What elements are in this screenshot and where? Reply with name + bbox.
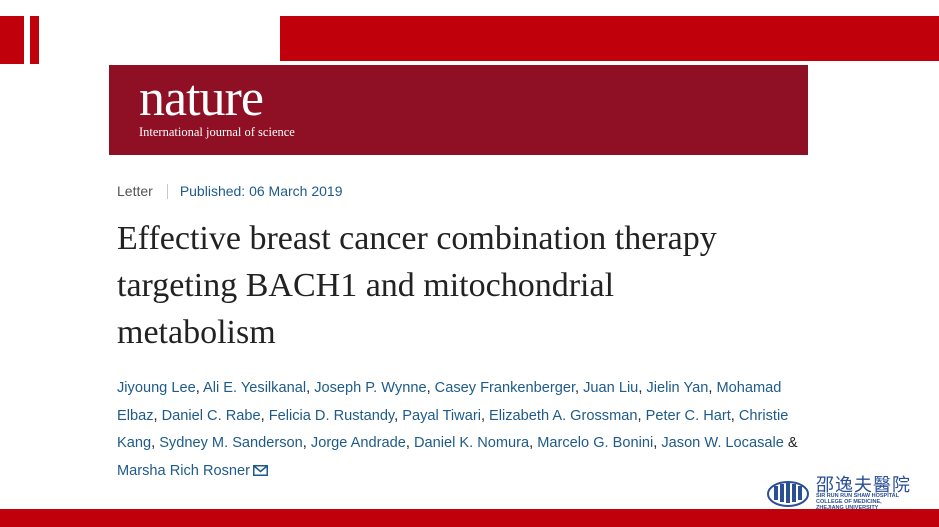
author-link[interactable]: Daniel K. Nomura xyxy=(413,435,530,452)
article-type: Letter xyxy=(117,183,153,199)
author-link[interactable]: Payal Tiwari xyxy=(402,407,481,424)
nature-logo: nature xyxy=(139,70,264,127)
author-link[interactable]: Ali E. Yesilkanal xyxy=(203,380,307,396)
hospital-emblem-icon xyxy=(767,481,809,507)
author-link[interactable]: Sydney M. Sanderson xyxy=(159,435,303,452)
author-link[interactable]: Daniel C. Rabe xyxy=(161,407,261,424)
published-date: Published: 06 March 2019 xyxy=(179,183,343,199)
author-link[interactable]: Jason W. Locasale xyxy=(661,435,784,452)
author-link[interactable]: Jorge Andrade xyxy=(310,435,406,452)
decor-bar-left-thin xyxy=(30,16,39,64)
author-list: Jiyoung Lee, Ali E. Yesilkanal, Joseph P… xyxy=(117,380,798,480)
author-link[interactable]: Marsha Rich Rosner xyxy=(117,463,251,480)
author-link[interactable]: Peter C. Hart xyxy=(645,407,731,424)
decor-bar-left-thick xyxy=(0,16,24,64)
article-meta: Letter Published: 06 March 2019 xyxy=(117,182,342,200)
author-link[interactable]: Elizabeth A. Grossman xyxy=(489,407,638,424)
article-title: Effective breast cancer combination ther… xyxy=(117,220,717,351)
author-link[interactable]: Felicia D. Rustandy xyxy=(268,407,395,424)
hospital-name-english: SIR RUN RUN SHAW HOSPITAL COLLEGE OF MED… xyxy=(816,493,900,511)
author-link[interactable]: Mohamad Elbaz xyxy=(117,380,782,424)
author-link[interactable]: Juan Liu xyxy=(583,380,639,396)
decor-bar-bottom xyxy=(0,509,939,527)
hospital-logo: 邵逸夫醫院 SIR RUN RUN SHAW HOSPITAL COLLEGE … xyxy=(766,470,936,511)
meta-divider xyxy=(166,183,168,199)
hospital-name-chinese: 邵逸夫醫院 xyxy=(816,475,911,496)
author-link[interactable]: Jielin Yan xyxy=(646,380,709,396)
envelope-icon[interactable] xyxy=(253,465,269,477)
author-link[interactable]: Jiyoung Lee xyxy=(117,380,196,396)
author-link[interactable]: Casey Frankenberger xyxy=(434,380,576,396)
author-link[interactable]: Joseph P. Wynne xyxy=(314,380,427,396)
author-link[interactable]: Christie Kang xyxy=(117,407,789,452)
nature-tagline: International journal of science xyxy=(139,125,295,139)
author-joiner: & xyxy=(787,435,798,452)
author-link[interactable]: Marcelo G. Bonini xyxy=(537,435,654,452)
nature-banner: nature International journal of science xyxy=(109,65,808,155)
decor-bar-top xyxy=(280,16,939,61)
